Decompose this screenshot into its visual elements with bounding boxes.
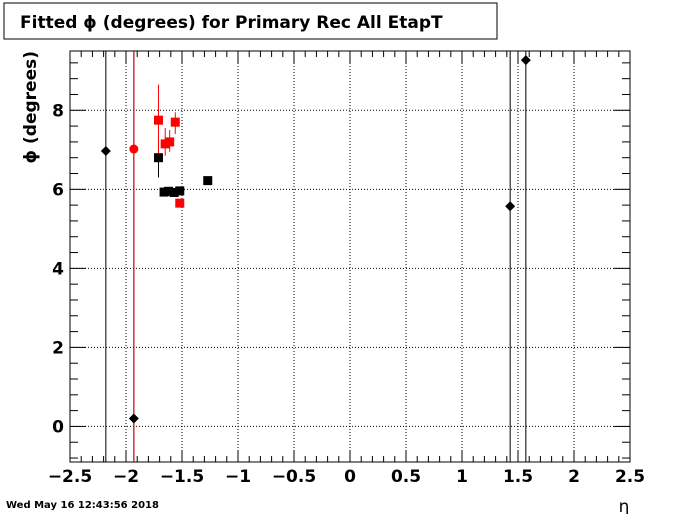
- x-tick-label: −1.5: [160, 467, 204, 487]
- x-tick-label: −1: [225, 467, 251, 487]
- axis-ticks: [69, 51, 631, 462]
- data-point-square: [170, 117, 180, 127]
- y-axis-label: ϕ (degrees): [21, 51, 41, 163]
- footer-timestamp: Wed May 16 12:43:56 2018: [6, 500, 159, 511]
- x-tick-label: 1: [456, 467, 468, 487]
- chart-title: Fitted ϕ (degrees) for Primary Rec All E…: [20, 13, 443, 33]
- data-point-square: [153, 115, 163, 125]
- x-tick-label: 1.5: [503, 467, 533, 487]
- x-tick-label: −2.5: [48, 467, 92, 487]
- data-point-diamond: [100, 145, 111, 156]
- x-tick-label: 2.5: [615, 467, 645, 487]
- y-tick-label: 6: [52, 180, 64, 200]
- title-box: [3, 2, 498, 40]
- data-point-circle: [129, 144, 139, 154]
- data-point-diamond: [505, 201, 516, 212]
- x-axis-label: η: [619, 497, 630, 514]
- y-tick-label: 2: [52, 338, 64, 358]
- y-tick-label: 4: [52, 259, 64, 279]
- data-point-square: [165, 137, 175, 147]
- data-point-square: [153, 153, 163, 163]
- data-point-square: [175, 186, 185, 196]
- data-point-diamond: [128, 413, 139, 424]
- x-tick-label: 0.5: [391, 467, 421, 487]
- data-point-square: [203, 176, 213, 186]
- data-point-diamond: [520, 55, 531, 66]
- data-point-square: [169, 187, 179, 197]
- x-tick-label: −0.5: [272, 467, 316, 487]
- grid: [70, 51, 630, 462]
- y-tick-label: 0: [52, 417, 64, 437]
- data-point-square: [164, 186, 174, 196]
- data-markers: [100, 55, 531, 424]
- x-tick-label: 0: [344, 467, 356, 487]
- y-tick-label: 8: [52, 101, 64, 121]
- tick-labels: −2.5 −2 −1.5 −1 −0.5 0 0.5 1 1.5 2 2.5 0 2 4 6 8: [48, 101, 645, 487]
- data-point-square: [175, 198, 185, 208]
- x-tick-label: 2: [568, 467, 580, 487]
- x-tick-label: −2: [113, 467, 139, 487]
